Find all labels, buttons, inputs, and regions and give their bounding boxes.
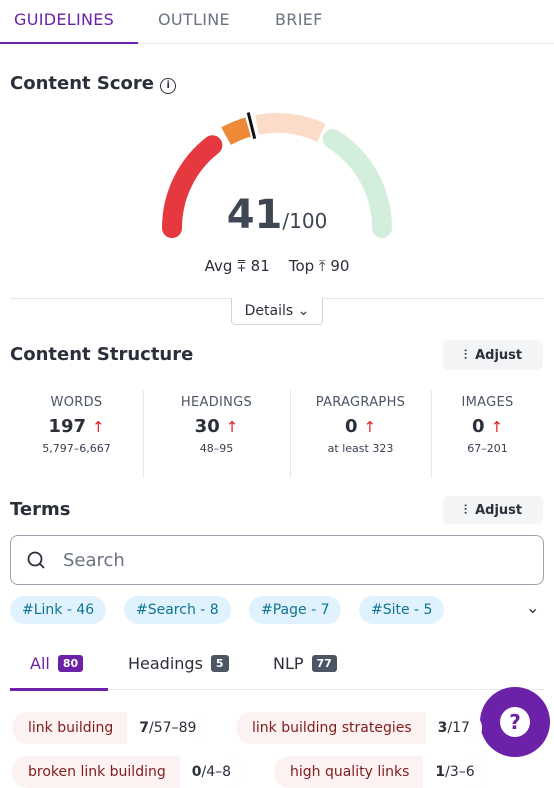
search-box[interactable]: Search (10, 535, 544, 585)
stat-label: PARAGRAPHS (315, 395, 406, 410)
stat-label: HEADINGS (180, 395, 253, 410)
stat-value: 0 ↑ (471, 416, 504, 437)
info-icon[interactable]: i (160, 78, 177, 94)
stat: WORDS 197 ↑ 5,797–6,667 (10, 395, 143, 455)
divider (431, 390, 432, 478)
stat-value: 197 ↑ (48, 416, 105, 437)
section-title: Content Structure (10, 344, 194, 365)
tab[interactable]: BRIEF (275, 10, 323, 29)
adjust-button[interactable]: ⫶ Adjust (443, 496, 543, 524)
filter-tab[interactable]: All 80 (30, 654, 84, 673)
topic-chip[interactable]: #Search - 8 (124, 596, 231, 624)
divider (0, 43, 554, 44)
benchmarks: Avg ⩱ 81 Top ⤒ 90 (204, 257, 350, 275)
stat: HEADINGS 30 ↑ 48–95 (143, 395, 290, 455)
tab[interactable]: GUIDELINES (14, 10, 115, 29)
tab-indicator (0, 42, 138, 44)
filter-tab[interactable]: NLP 77 (273, 654, 337, 673)
tab[interactable]: OUTLINE (158, 10, 230, 29)
stat-range: 5,797–6,667 (42, 442, 111, 455)
stat-label: WORDS (50, 395, 103, 410)
gauge-segment (162, 135, 223, 238)
stat: IMAGES 0 ↑ 67–201 (431, 395, 544, 455)
adjust-button[interactable]: ⫶ Adjust (443, 340, 543, 370)
topic-chip[interactable]: #Site - 5 (359, 596, 445, 624)
term-chip[interactable]: link building 7/57–89 (12, 712, 209, 744)
filter-indicator (10, 688, 108, 691)
stat-range: at least 323 (327, 442, 394, 455)
details-button[interactable]: Details ⌄ (231, 298, 323, 325)
divider (290, 390, 291, 478)
term-chip[interactable]: broken link building 0/4–8 (12, 756, 244, 788)
stat-range: 67–201 (467, 442, 508, 455)
score: 41/100 (226, 192, 328, 238)
stat-value: 30 ↑ (194, 416, 239, 437)
stat-value: 0 ↑ (344, 416, 377, 437)
expand-icon[interactable]: ⌄ (526, 598, 540, 617)
term-chip[interactable]: high quality links 1/3–6 (274, 756, 487, 788)
section-title: Content Score i (10, 73, 177, 94)
gauge (162, 112, 392, 238)
divider (10, 689, 544, 690)
gauge-segment (255, 113, 326, 143)
topic-chip[interactable]: #Page - 7 (249, 596, 342, 624)
gauge-needle (246, 112, 257, 140)
divider (143, 390, 144, 478)
term-chip[interactable]: link building strategies 3/17 (236, 712, 482, 744)
topic-chip[interactable]: #Link - 46 (10, 596, 107, 624)
filter-tab[interactable]: Headings 5 (128, 654, 229, 673)
stat-range: 48–95 (199, 442, 234, 455)
stat-label: IMAGES (461, 395, 514, 410)
stat: PARAGRAPHS 0 ↑ at least 323 (290, 395, 431, 455)
gauge-segment (221, 117, 252, 146)
gauge-segment (322, 128, 392, 238)
search-icon (27, 551, 45, 569)
help-button[interactable]: ? (480, 687, 550, 757)
section-title: Terms (10, 499, 71, 520)
